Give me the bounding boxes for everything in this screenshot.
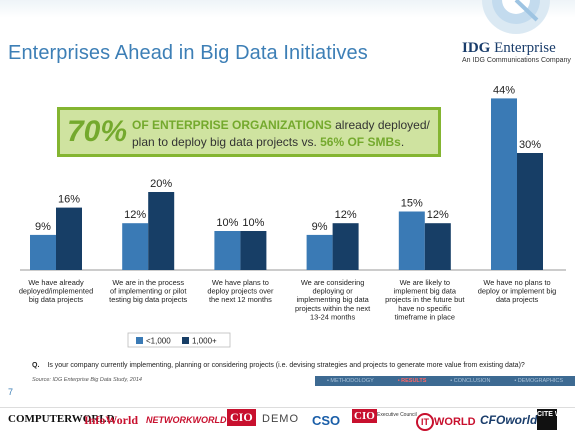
highlight-callout: 70% OF ENTERPRISE ORGANIZATIONS already … <box>57 107 441 157</box>
bar-large-4 <box>424 223 451 270</box>
question-prefix: Q. <box>32 362 40 369</box>
citeworld-logo: CITE WORLD <box>537 409 575 430</box>
data-label-small-3: 9% <box>312 221 328 233</box>
brand-footer <box>0 407 575 436</box>
category-label-2: We have plans to deploy projects over the … <box>207 278 274 304</box>
data-label-small-4: 15% <box>401 198 423 210</box>
legend-label-0: <1,000 <box>146 337 171 346</box>
category-label-line: deploy projects over <box>207 287 274 296</box>
data-label-small-0: 9% <box>35 221 51 233</box>
bar-small-2 <box>214 231 241 270</box>
page-number: 7 <box>8 387 14 397</box>
category-label-line: We have already <box>28 278 84 287</box>
category-label-3: We are considering deploying or implementi… <box>295 278 370 321</box>
legend-label-1: 1,000+ <box>192 337 217 346</box>
category-label-1: We are in the process of implementing or … <box>109 278 187 304</box>
category-label-line: implement big data <box>394 287 457 296</box>
networkworld-logo: NETWORKWORLD <box>146 415 227 425</box>
itworld-rest: WORLD <box>434 416 476 428</box>
category-label-line: deploy or implement big <box>478 287 556 296</box>
cio-council-subtitle: Executive Council <box>377 412 417 418</box>
data-label-small-5: 44% <box>493 84 515 96</box>
bar-small-1 <box>122 223 149 270</box>
decorative-dial-icon <box>482 0 550 34</box>
data-label-large-5: 30% <box>519 139 541 151</box>
source-note: Source: IDG Enterprise Big Data Study, 2… <box>32 377 142 383</box>
data-label-large-1: 20% <box>150 178 172 190</box>
bar-large-1 <box>148 192 175 270</box>
category-label-line: We have plans to <box>212 278 269 287</box>
data-label-large-2: 10% <box>242 217 264 229</box>
idg-enterprise-logo: IDG Enterprise An IDG Communications Com… <box>462 40 571 64</box>
category-label-line: deploying or <box>312 287 353 296</box>
demo-logo: DEMO <box>262 413 299 425</box>
category-label-line: have no specific <box>398 304 451 313</box>
data-label-large-3: 12% <box>335 209 357 221</box>
category-label-line: of implementing or pilot <box>110 287 186 296</box>
category-label-line: We are in the process <box>112 278 184 287</box>
bar-large-3 <box>332 223 359 270</box>
legend-swatch-1 <box>182 337 189 344</box>
computerworld-logo: COMPUTERWORLD <box>8 413 115 425</box>
cso-logo: CSO <box>312 413 341 428</box>
category-label-line: big data projects <box>29 295 84 304</box>
nav-results[interactable]: • RESULTS <box>397 378 427 384</box>
bar-small-4 <box>398 211 425 270</box>
category-label-line: the next 12 months <box>209 295 272 304</box>
callout-line1-highlight: OF ENTERPRISE ORGANIZATIONS <box>132 118 332 132</box>
category-label-4: We are likely to implement big data projec… <box>385 278 464 321</box>
infoworld-logo: InfoWorld <box>84 413 139 427</box>
category-label-line: 13-24 months <box>310 312 355 321</box>
section-navigation: • METHODOLOGY • RESULTS • CONCLUSION • D… <box>315 376 575 386</box>
category-label-line: testing big data projects <box>109 295 187 304</box>
callout-line2-highlight: 56% OF SMBs <box>320 135 401 149</box>
callout-line-1: OF ENTERPRISE ORGANIZATIONS already depl… <box>132 118 430 132</box>
cio-logo: CIO <box>227 409 256 426</box>
callout-line2-start: plan to deploy big data projects vs. <box>132 135 321 149</box>
bar-large-2 <box>240 231 267 270</box>
data-label-small-1: 12% <box>124 209 146 221</box>
category-label-line: projects within the next <box>295 304 370 313</box>
category-label-line: data projects <box>496 295 539 304</box>
question-text: Is your company currently implementing, … <box>47 362 525 369</box>
callout-line-2: plan to deploy big data projects vs. 56%… <box>132 135 404 149</box>
callout-line2-end: . <box>400 135 405 149</box>
bar-large-0 <box>56 207 82 270</box>
logo-brand-bold: IDG <box>462 40 491 56</box>
survey-question: Q. Is your company currently implementing… <box>32 362 525 369</box>
category-label-line: We are considering <box>301 278 365 287</box>
bar-large-5 <box>517 153 543 270</box>
category-label-line: projects in the future but <box>385 295 464 304</box>
itworld-logo: IT WORLD <box>416 413 476 431</box>
callout-line1-rest: already deployed/ <box>331 118 430 132</box>
cfoworld-logo: CFOworld <box>480 413 538 427</box>
bar-small-3 <box>306 234 333 270</box>
logo-brand-rest: Enterprise <box>490 40 556 56</box>
data-label-small-2: 10% <box>216 217 238 229</box>
category-label-line: We are likely to <box>400 278 450 287</box>
category-label-5: We have no plans to deploy or implement b… <box>478 278 556 304</box>
category-label-0: We have already deployed/implemented big d… <box>19 278 93 304</box>
category-label-line: timeframe in place <box>395 312 455 321</box>
bar-small-0 <box>30 234 56 270</box>
legend-swatch-0 <box>136 337 143 344</box>
category-label-line: deployed/implemented <box>19 287 93 296</box>
nav-conclusion[interactable]: • CONCLUSION <box>450 378 491 384</box>
category-label-line: implementing big data <box>296 295 369 304</box>
itworld-ring: IT <box>416 413 434 431</box>
legend-box <box>127 332 231 348</box>
data-label-large-0: 16% <box>58 194 80 206</box>
bar-small-5 <box>491 98 517 271</box>
cio-council-logo: CIO <box>352 409 377 423</box>
top-banner <box>0 0 575 18</box>
callout-big-percent: 70% <box>67 115 128 148</box>
page-title: Enterprises Ahead in Big Data Initiative… <box>8 42 368 64</box>
category-label-line: We have no plans to <box>483 278 550 287</box>
data-label-large-4: 12% <box>427 209 449 221</box>
logo-tagline: An IDG Communications Company <box>462 57 571 64</box>
nav-demographics[interactable]: • DEMOGRAPHICS <box>514 378 563 384</box>
nav-methodology[interactable]: • METHODOLOGY <box>326 378 374 384</box>
